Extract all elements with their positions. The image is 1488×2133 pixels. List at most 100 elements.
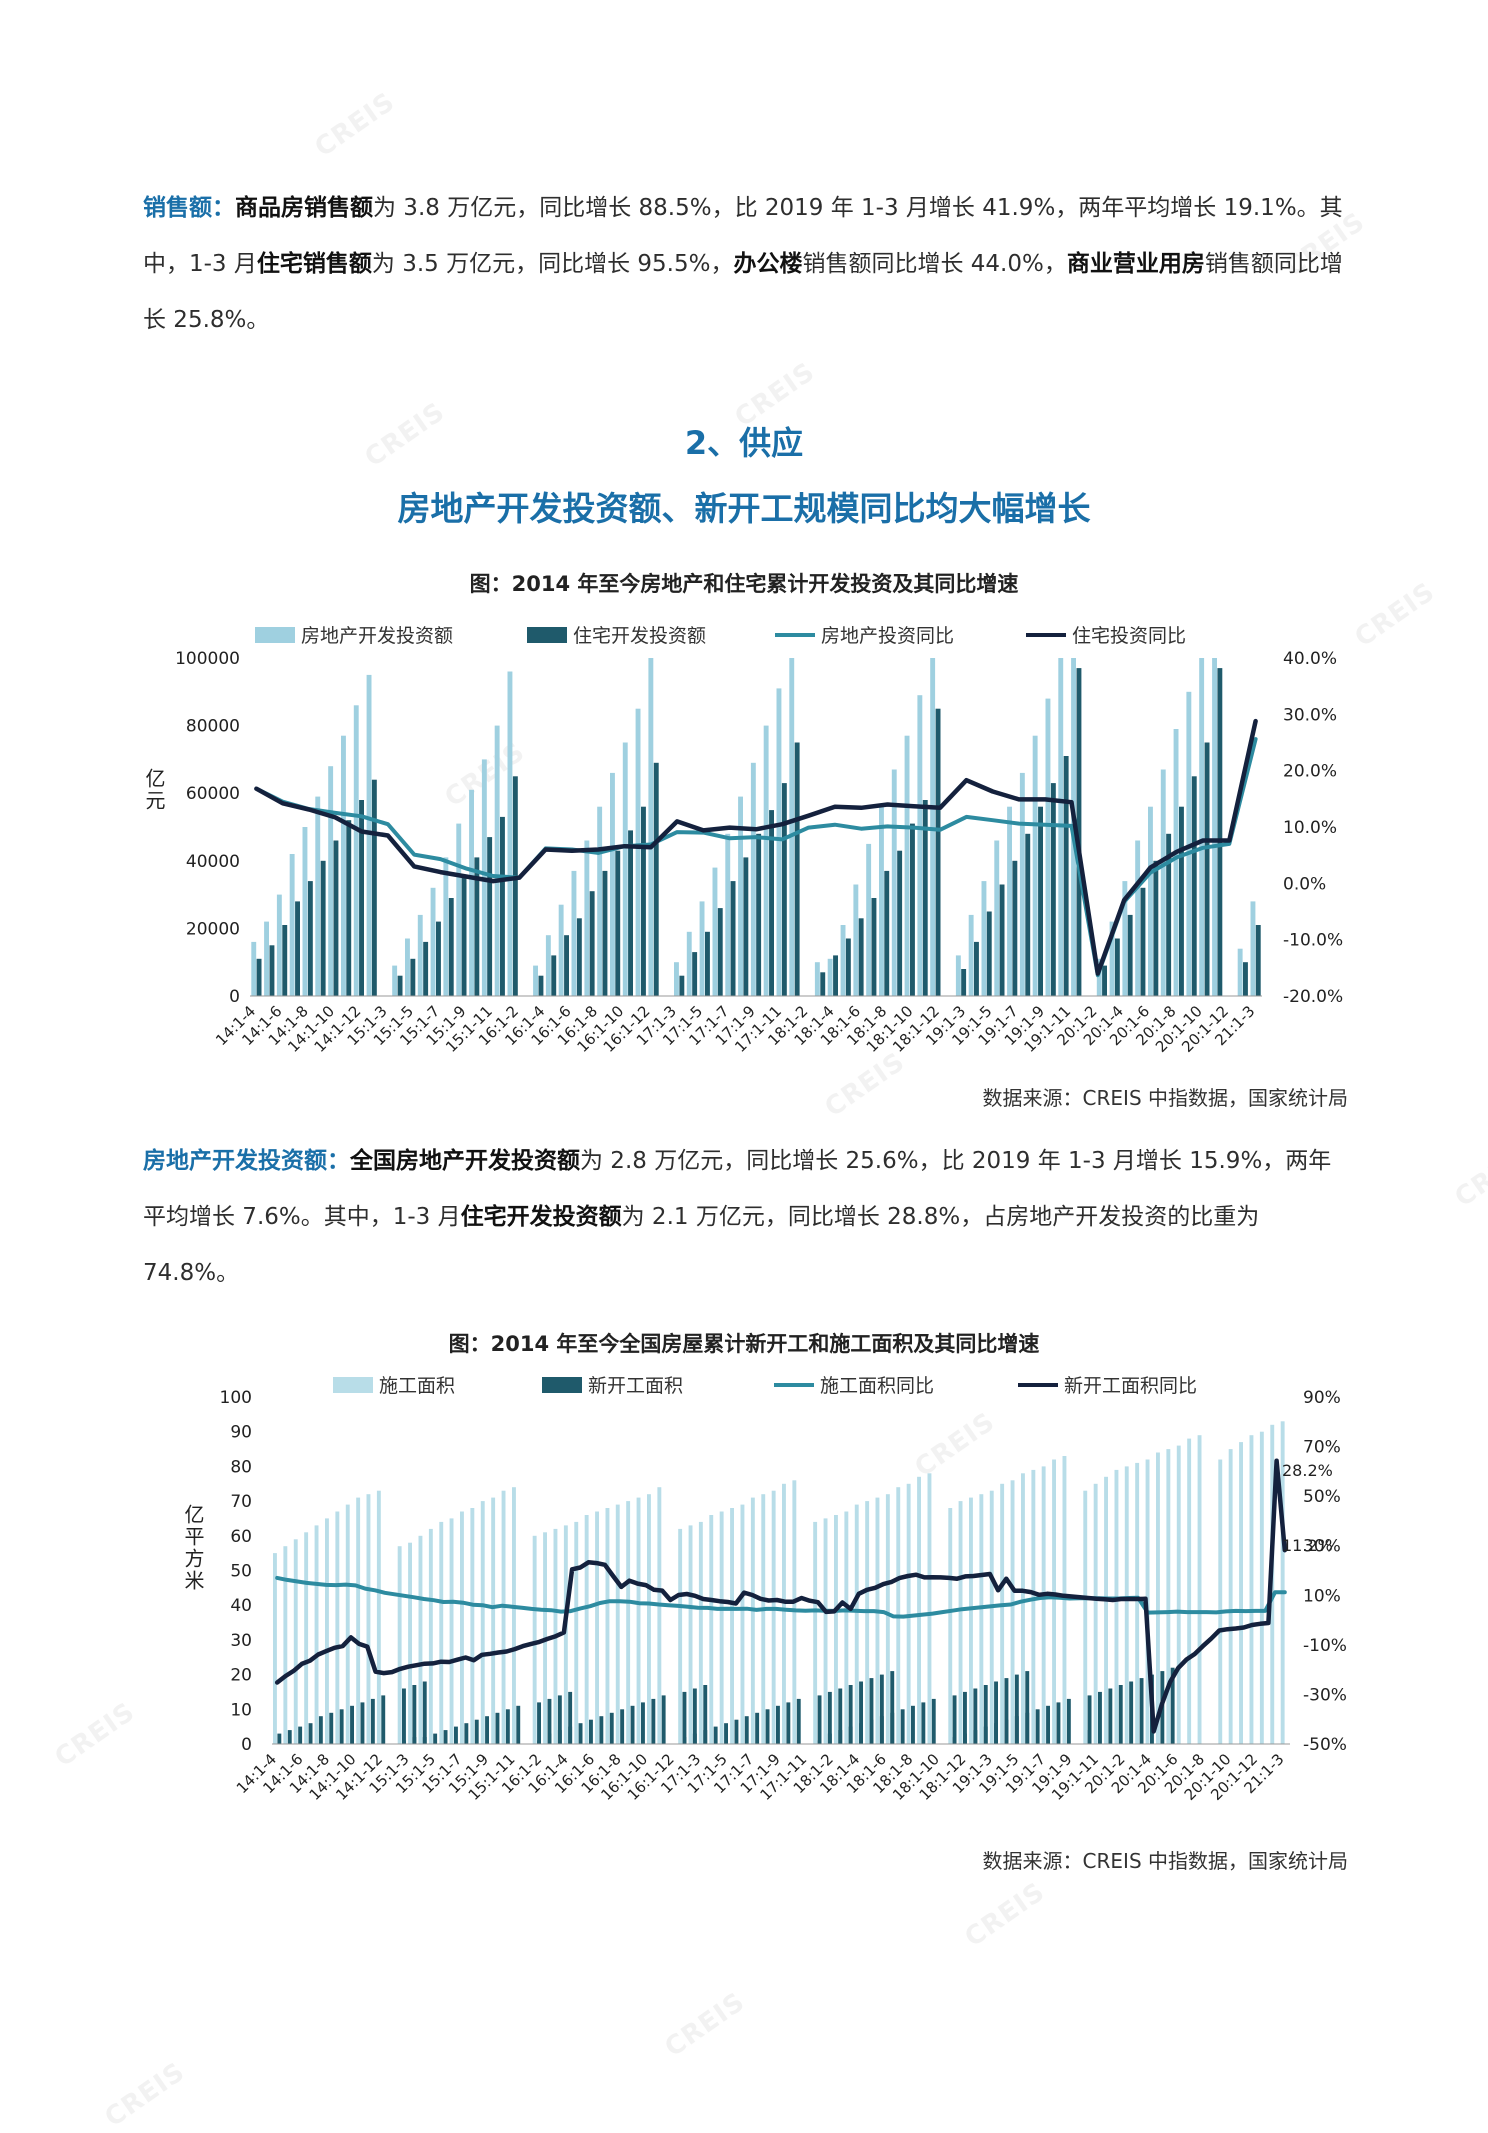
bar-房地产开发投资额	[917, 695, 923, 996]
bar-施工面积	[1000, 1483, 1005, 1745]
bar-住宅开发投资额	[845, 938, 851, 996]
bar-新开工面积	[329, 1712, 334, 1744]
bar-住宅开发投资额	[1063, 756, 1069, 996]
y2-tick-label: 40.0%	[1283, 649, 1337, 669]
bar-房地产开发投资额	[1019, 772, 1025, 996]
bar-房地产开发投资额	[994, 840, 1000, 996]
bar-新开工面积	[287, 1730, 292, 1744]
bar-住宅开发投资额	[474, 857, 480, 996]
bar-施工面积	[823, 1518, 828, 1744]
bar-新开工面积	[547, 1698, 552, 1744]
bar-施工面积	[719, 1511, 724, 1744]
legend-label: 房地产开发投资额	[301, 625, 453, 647]
bar-住宅开发投资额	[538, 975, 544, 996]
bar-施工面积	[844, 1511, 849, 1744]
bar-住宅开发投资额	[1179, 806, 1184, 996]
chart2-title: 图：2014 年至今全国房屋累计新开工和施工面积及其同比增速	[448, 1332, 1040, 1356]
bar-施工面积	[761, 1494, 766, 1744]
sales-text-2: 为 3.5 万亿元，同比增长 95.5%，	[371, 251, 734, 277]
bar-新开工面积	[609, 1712, 614, 1744]
bar-住宅开发投资额	[589, 891, 595, 996]
bar-住宅开发投资额	[743, 857, 749, 996]
bar-新开工面积	[454, 1726, 458, 1744]
bar-房地产开发投资额	[968, 914, 974, 996]
bar-住宅开发投资额	[346, 820, 352, 996]
bar-住宅开发投资额	[705, 931, 710, 996]
bar-房地产开发投资额	[302, 827, 308, 996]
bar-新开工面积	[318, 1716, 323, 1744]
bar-新开工面积	[692, 1688, 697, 1744]
bar-施工面积	[439, 1521, 444, 1744]
bar-施工面积	[314, 1525, 319, 1744]
bar-住宅开发投资额	[1076, 668, 1082, 996]
bar-房地产开发投资额	[251, 941, 257, 996]
legend-swatch	[255, 627, 295, 643]
bar-施工面积	[376, 1490, 381, 1744]
bar-房地产开发投资额	[866, 843, 872, 996]
y2-tick-label: -10%	[1303, 1636, 1347, 1656]
bar-住宅开发投资额	[500, 816, 505, 996]
bar-新开工面积	[1014, 1716, 1019, 1744]
bar-新开工面积	[620, 1709, 625, 1744]
bar-新开工面积	[952, 1737, 957, 1744]
y2-tick-label: 20.0%	[1283, 762, 1337, 782]
bar-房地产开发投资额	[584, 840, 590, 996]
bar-房地产开发投资额	[699, 901, 705, 996]
bar-施工面积	[480, 1501, 485, 1744]
y-tick-label: 40	[230, 1596, 252, 1616]
bar-新开工面积	[973, 1688, 978, 1744]
bar-施工面积	[304, 1532, 309, 1744]
investment-chart: 100000 80000 60000 40000 20000 0 40.0% 30.0% 20.…	[142, 625, 1343, 1056]
y2-tick-label: 30.0%	[1283, 705, 1337, 725]
bar-施工面积	[1135, 1462, 1140, 1744]
bar-房地产开发投资额	[789, 658, 795, 996]
bar-房地产开发投资额	[827, 958, 833, 996]
legend-swatch	[542, 1377, 582, 1393]
bar-新开工面积	[1129, 1681, 1134, 1744]
y-tick-label: 0	[229, 987, 240, 1007]
bar-新开工面积	[848, 1726, 853, 1744]
bar-新开工面积	[817, 1695, 822, 1744]
bar-新开工面积	[703, 1685, 708, 1744]
bar-住宅开发投资额	[641, 806, 646, 996]
bar-住宅开发投资额	[1243, 962, 1248, 996]
bar-住宅开发投资额	[1217, 668, 1223, 996]
bar-新开工面积	[1170, 1667, 1175, 1744]
bar-住宅开发投资额	[1025, 833, 1031, 996]
legend-label: 住宅开发投资额	[573, 625, 706, 647]
creis-watermark-logo: CREIS	[1449, 1136, 1488, 1214]
bar-新开工面积	[412, 1737, 417, 1744]
y2-tick-label: -10.0%	[1283, 931, 1343, 951]
bar-新开工面积	[495, 1712, 500, 1744]
bar-施工面积	[325, 1518, 329, 1744]
y-tick-label: 20000	[186, 919, 240, 939]
bar-房地产开发投资额	[507, 671, 513, 996]
sales-paragraph: 销售额：商品房销售额为 3.8 万亿元，同比增长 88.5%，比 2019 年 …	[143, 180, 1348, 348]
bar-房地产开发投资额	[1045, 698, 1051, 996]
bar-住宅开发投资额	[615, 850, 621, 996]
bar-住宅开发投资额	[551, 955, 557, 996]
bar-新开工面积	[838, 1730, 843, 1744]
bar-新开工面积	[692, 1733, 697, 1744]
bar-新开工面积	[931, 1698, 936, 1744]
bar-新开工面积	[1035, 1709, 1040, 1744]
bar-新开工面积	[682, 1691, 687, 1744]
bar-房地产开发投资额	[814, 962, 820, 996]
bar-新开工面积	[703, 1730, 708, 1744]
bar-施工面积	[501, 1490, 506, 1744]
bar-新开工面积	[869, 1719, 874, 1744]
bar-住宅开发投资额	[961, 969, 967, 996]
bar-施工面积	[854, 1504, 859, 1744]
bar-新开工面积	[433, 1733, 438, 1744]
y2-tick-label: 0.0%	[1283, 874, 1326, 894]
section-headline: 房地产开发投资额、新开工规模同比均大幅增长	[397, 489, 1091, 528]
bar-房地产开发投资额	[315, 796, 321, 996]
bar-施工面积	[1218, 1459, 1223, 1744]
y2-tick-label: 50%	[1303, 1487, 1341, 1507]
bar-房地产开发投资额	[494, 725, 500, 996]
section-number: 2、供应	[684, 424, 804, 462]
bar-施工面积	[1031, 1469, 1036, 1744]
bar-住宅开发投资额	[910, 823, 915, 996]
bar-新开工面积	[713, 1726, 718, 1744]
bar-房地产开发投资额	[430, 887, 436, 996]
